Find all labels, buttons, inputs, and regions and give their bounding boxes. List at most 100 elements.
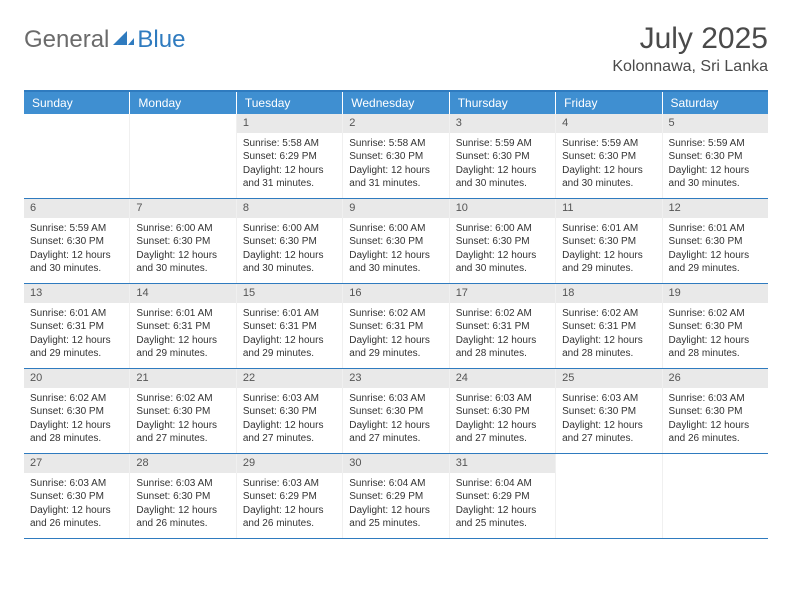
sunset-line: Sunset: 6:30 PM <box>30 405 123 419</box>
sunset-line: Sunset: 6:29 PM <box>456 490 549 504</box>
day-number: 2 <box>343 114 448 133</box>
day-cell: 31Sunrise: 6:04 AMSunset: 6:29 PMDayligh… <box>450 454 556 538</box>
day-of-week-header: Monday <box>130 92 236 114</box>
day-cell: 24Sunrise: 6:03 AMSunset: 6:30 PMDayligh… <box>450 369 556 453</box>
daylight-line: Daylight: 12 hours and 29 minutes. <box>562 249 655 276</box>
daylight-line: Daylight: 12 hours and 26 minutes. <box>669 419 762 446</box>
day-number: 15 <box>237 284 342 303</box>
day-body: Sunrise: 6:01 AMSunset: 6:31 PMDaylight:… <box>130 303 235 367</box>
sunset-line: Sunset: 6:30 PM <box>456 150 549 164</box>
week-row: 20Sunrise: 6:02 AMSunset: 6:30 PMDayligh… <box>24 369 768 454</box>
sunset-line: Sunset: 6:30 PM <box>562 235 655 249</box>
brand-part1: General <box>24 26 109 54</box>
sunset-line: Sunset: 6:30 PM <box>349 150 442 164</box>
day-number: 31 <box>450 454 555 473</box>
day-number: 20 <box>24 369 129 388</box>
day-body: Sunrise: 6:03 AMSunset: 6:30 PMDaylight:… <box>237 388 342 452</box>
day-body: Sunrise: 6:01 AMSunset: 6:31 PMDaylight:… <box>237 303 342 367</box>
header: General Blue July 2025 Kolonnawa, Sri La… <box>24 22 768 76</box>
day-number: 19 <box>663 284 768 303</box>
day-number: 18 <box>556 284 661 303</box>
sunset-line: Sunset: 6:30 PM <box>30 235 123 249</box>
day-body: Sunrise: 6:02 AMSunset: 6:31 PMDaylight:… <box>343 303 448 367</box>
day-cell: 9Sunrise: 6:00 AMSunset: 6:30 PMDaylight… <box>343 199 449 283</box>
day-body: Sunrise: 6:03 AMSunset: 6:29 PMDaylight:… <box>237 473 342 537</box>
sunset-line: Sunset: 6:29 PM <box>243 150 336 164</box>
sunset-line: Sunset: 6:31 PM <box>456 320 549 334</box>
sunrise-line: Sunrise: 6:03 AM <box>669 392 762 406</box>
sunrise-line: Sunrise: 6:02 AM <box>30 392 123 406</box>
day-cell: 29Sunrise: 6:03 AMSunset: 6:29 PMDayligh… <box>237 454 343 538</box>
day-body: Sunrise: 5:59 AMSunset: 6:30 PMDaylight:… <box>663 133 768 197</box>
sunrise-line: Sunrise: 6:03 AM <box>30 477 123 491</box>
week-row: 13Sunrise: 6:01 AMSunset: 6:31 PMDayligh… <box>24 284 768 369</box>
sunrise-line: Sunrise: 6:00 AM <box>243 222 336 236</box>
sunrise-line: Sunrise: 6:02 AM <box>349 307 442 321</box>
day-cell: 13Sunrise: 6:01 AMSunset: 6:31 PMDayligh… <box>24 284 130 368</box>
daylight-line: Daylight: 12 hours and 31 minutes. <box>243 164 336 191</box>
day-body: Sunrise: 6:00 AMSunset: 6:30 PMDaylight:… <box>237 218 342 282</box>
sunrise-line: Sunrise: 6:01 AM <box>30 307 123 321</box>
day-of-week-header: Wednesday <box>343 92 449 114</box>
day-cell: 18Sunrise: 6:02 AMSunset: 6:31 PMDayligh… <box>556 284 662 368</box>
day-cell: 27Sunrise: 6:03 AMSunset: 6:30 PMDayligh… <box>24 454 130 538</box>
day-body: Sunrise: 6:00 AMSunset: 6:30 PMDaylight:… <box>343 218 448 282</box>
sunrise-line: Sunrise: 5:59 AM <box>562 137 655 151</box>
daylight-line: Daylight: 12 hours and 27 minutes. <box>456 419 549 446</box>
day-body: Sunrise: 6:02 AMSunset: 6:30 PMDaylight:… <box>663 303 768 367</box>
day-number: 27 <box>24 454 129 473</box>
sunrise-line: Sunrise: 6:02 AM <box>136 392 229 406</box>
daylight-line: Daylight: 12 hours and 25 minutes. <box>349 504 442 531</box>
sunrise-line: Sunrise: 6:01 AM <box>136 307 229 321</box>
day-number: 4 <box>556 114 661 133</box>
day-number: 10 <box>450 199 555 218</box>
daylight-line: Daylight: 12 hours and 28 minutes. <box>669 334 762 361</box>
day-number: 12 <box>663 199 768 218</box>
sunset-line: Sunset: 6:30 PM <box>669 320 762 334</box>
sunset-line: Sunset: 6:31 PM <box>349 320 442 334</box>
day-number: 17 <box>450 284 555 303</box>
day-number: 9 <box>343 199 448 218</box>
day-of-week-row: SundayMondayTuesdayWednesdayThursdayFrid… <box>24 92 768 114</box>
sunset-line: Sunset: 6:30 PM <box>136 490 229 504</box>
day-cell: 15Sunrise: 6:01 AMSunset: 6:31 PMDayligh… <box>237 284 343 368</box>
daylight-line: Daylight: 12 hours and 29 minutes. <box>136 334 229 361</box>
day-cell: 28Sunrise: 6:03 AMSunset: 6:30 PMDayligh… <box>130 454 236 538</box>
day-number: 13 <box>24 284 129 303</box>
day-number: 1 <box>237 114 342 133</box>
calendar-grid: SundayMondayTuesdayWednesdayThursdayFrid… <box>24 90 768 539</box>
day-of-week-header: Friday <box>556 92 662 114</box>
day-cell: 26 Sunrise: 6:03 AMSunset: 6:30 PMDayligh… <box>663 369 768 453</box>
day-of-week-header: Sunday <box>24 92 130 114</box>
day-number: 5 <box>663 114 768 133</box>
day-body: Sunrise: 6:02 AMSunset: 6:31 PMDaylight:… <box>556 303 661 367</box>
sunrise-line: Sunrise: 6:01 AM <box>669 222 762 236</box>
daylight-line: Daylight: 12 hours and 30 minutes. <box>243 249 336 276</box>
daylight-line: Daylight: 12 hours and 26 minutes. <box>30 504 123 531</box>
day-body: Sunrise: 5:59 AMSunset: 6:30 PMDaylight:… <box>450 133 555 197</box>
day-body: Sunrise: 6:00 AMSunset: 6:30 PMDaylight:… <box>450 218 555 282</box>
sunset-line: Sunset: 6:30 PM <box>669 405 762 419</box>
daylight-line: Daylight: 12 hours and 28 minutes. <box>30 419 123 446</box>
day-of-week-header: Tuesday <box>237 92 343 114</box>
sunset-line: Sunset: 6:31 PM <box>30 320 123 334</box>
day-cell: 20 Sunrise: 6:02 AMSunset: 6:30 PMDayligh… <box>24 369 130 453</box>
daylight-line: Daylight: 12 hours and 30 minutes. <box>456 249 549 276</box>
day-cell: 23Sunrise: 6:03 AMSunset: 6:30 PMDayligh… <box>343 369 449 453</box>
sunrise-line: Sunrise: 5:59 AM <box>30 222 123 236</box>
sunrise-line: Sunrise: 6:02 AM <box>456 307 549 321</box>
day-number: 26 <box>663 369 768 388</box>
day-number: 3 <box>450 114 555 133</box>
daylight-line: Daylight: 12 hours and 27 minutes. <box>243 419 336 446</box>
day-body: Sunrise: 6:03 AMSunset: 6:30 PMDaylight:… <box>24 473 129 537</box>
day-number: 7 <box>130 199 235 218</box>
daylight-line: Daylight: 12 hours and 27 minutes. <box>349 419 442 446</box>
day-number: 16 <box>343 284 448 303</box>
sunset-line: Sunset: 6:31 PM <box>136 320 229 334</box>
daylight-line: Daylight: 12 hours and 27 minutes. <box>136 419 229 446</box>
sunrise-line: Sunrise: 5:58 AM <box>243 137 336 151</box>
day-cell: 11Sunrise: 6:01 AMSunset: 6:30 PMDayligh… <box>556 199 662 283</box>
sunrise-line: Sunrise: 6:00 AM <box>136 222 229 236</box>
day-cell: 17Sunrise: 6:02 AMSunset: 6:31 PMDayligh… <box>450 284 556 368</box>
day-body: Sunrise: 5:59 AMSunset: 6:30 PMDaylight:… <box>556 133 661 197</box>
